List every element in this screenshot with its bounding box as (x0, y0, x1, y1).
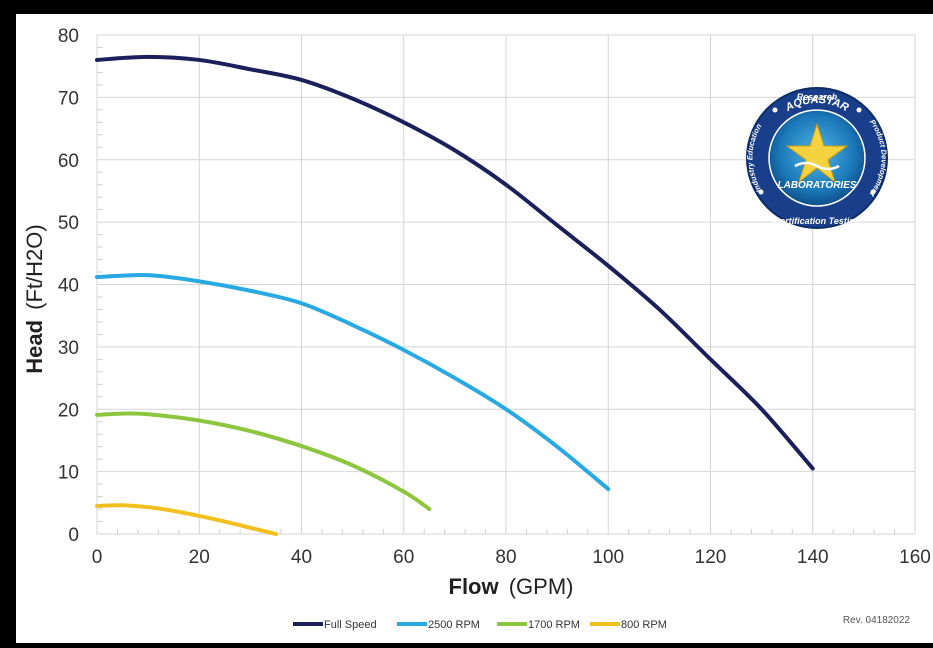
x-tick-label: 60 (393, 547, 414, 568)
legend-label-3: 1700 RPM (528, 619, 580, 631)
x-axis-label-bold: Flow (449, 574, 500, 599)
logo-top-text: Research (797, 92, 838, 102)
logo-dot-left (758, 189, 764, 195)
y-tick-label: 0 (68, 525, 79, 546)
series-line-1 (95, 54, 815, 471)
y-tick-label: 40 (58, 276, 79, 297)
y-tick-label: 10 (58, 463, 79, 484)
x-tick-label: 100 (592, 547, 624, 568)
x-tick-label: 40 (291, 547, 312, 568)
legend-label-4: 800 RPM (621, 619, 667, 631)
x-axis-label-unit: (GPM) (509, 574, 574, 599)
x-tick-label: 0 (92, 547, 103, 568)
legend-label-1: Full Speed (324, 619, 377, 631)
logo-name-bottom: LABORATORIES (777, 180, 856, 191)
x-tick-label: 160 (899, 547, 931, 568)
series-line-4 (95, 503, 278, 536)
logo-bottom-text: Certification Testing (774, 216, 861, 226)
series-line-2 (95, 273, 611, 492)
x-tick-labels: 0 20 40 60 80 100 120 140 160 (92, 547, 931, 568)
y-tick-label: 60 (58, 151, 79, 172)
x-axis-label: Flow (GPM) (449, 574, 574, 599)
logo-dot-right (870, 189, 876, 195)
series-line-3 (95, 411, 432, 512)
revision-label: Rev. 04182022 (843, 615, 911, 626)
y-tick-label: 50 (58, 213, 79, 234)
y-tick-labels: 0 10 20 30 40 50 60 70 80 (58, 26, 79, 546)
x-tick-label: 20 (189, 547, 210, 568)
y-axis-label: Head (Ft/H2O) (22, 224, 47, 373)
y-tick-label: 80 (58, 26, 79, 47)
wave-icon (794, 161, 840, 171)
y-tick-label: 20 (58, 400, 79, 421)
y-tick-label: 30 (58, 338, 79, 359)
series-lines (95, 54, 815, 536)
x-tick-label: 80 (495, 547, 516, 568)
x-tick-label: 140 (797, 547, 829, 568)
y-axis-label-unit: (Ft/H2O) (22, 224, 47, 310)
star-icon (785, 122, 849, 184)
pump-curve-chart: 0 20 40 60 80 100 120 140 160 01020304050607080 … (22, 26, 931, 631)
legend: Full Speed 2500 RPM 1700 RPM 800 RPM (293, 619, 667, 631)
legend-label-2: 2500 RPM (428, 619, 480, 631)
logo-dot-top-left (772, 107, 778, 113)
x-tick-label: 120 (695, 547, 727, 568)
chart-card: 0 20 40 60 80 100 120 140 160 0 10 20 30 40 50 60 70 80 … (16, 14, 933, 643)
y-tick-label: 70 (58, 88, 79, 109)
y-axis-label-bold: Head (22, 320, 47, 374)
logo-dot-top-right (856, 107, 862, 113)
aquastar-laboratories-logo: Research Certification Testing Industry … (745, 87, 889, 229)
